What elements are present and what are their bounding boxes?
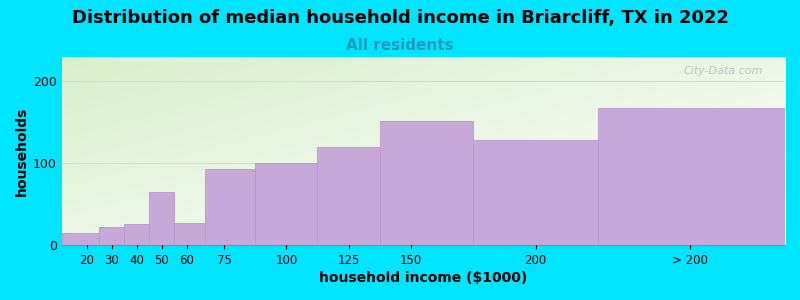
X-axis label: household income ($1000): household income ($1000)	[319, 271, 527, 285]
Bar	[255, 163, 318, 245]
Bar	[149, 192, 174, 245]
Bar	[206, 169, 255, 245]
Bar	[124, 224, 149, 245]
Bar	[474, 140, 598, 245]
Bar	[380, 121, 474, 245]
Text: City-Data.com: City-Data.com	[684, 66, 763, 76]
Text: Distribution of median household income in Briarcliff, TX in 2022: Distribution of median household income …	[71, 9, 729, 27]
Text: All residents: All residents	[346, 38, 454, 52]
Bar	[62, 232, 99, 245]
Bar	[174, 223, 206, 245]
Y-axis label: households: households	[15, 106, 29, 196]
Bar	[99, 227, 124, 245]
Bar	[598, 108, 785, 245]
Bar	[318, 147, 380, 245]
